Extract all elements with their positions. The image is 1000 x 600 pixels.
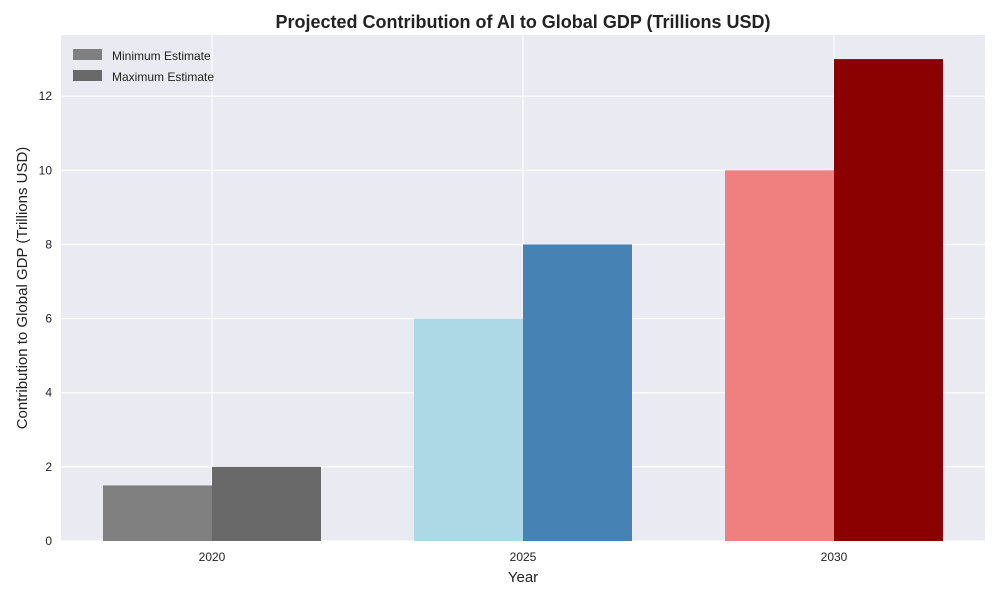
legend-label-minimum-estimate: Minimum Estimate <box>112 49 211 63</box>
bar-maximum-estimate-2020 <box>212 466 321 541</box>
y-tick-label: 12 <box>39 89 53 103</box>
x-tick-label: 2030 <box>821 550 848 564</box>
y-tick-label: 8 <box>45 237 52 251</box>
y-tick-label: 4 <box>45 386 52 400</box>
legend-swatch-maximum-estimate <box>73 70 102 81</box>
bar-maximum-estimate-2030 <box>834 59 943 541</box>
y-tick-label: 0 <box>45 534 52 548</box>
y-tick-label: 2 <box>45 460 52 474</box>
bars <box>103 59 943 542</box>
legend-swatch-minimum-estimate <box>73 49 102 60</box>
legend: Minimum Estimate Maximum Estimate <box>73 49 214 84</box>
y-tick-label: 10 <box>39 163 53 177</box>
bar-minimum-estimate-2025 <box>414 318 523 541</box>
tick-labels: 0 2 4 6 8 10 12 2020 2025 2030 <box>39 89 848 564</box>
bar-maximum-estimate-2025 <box>523 244 632 541</box>
y-axis-label: Contribution to Global GDP (Trillions US… <box>14 147 31 430</box>
y-tick-label: 6 <box>45 312 52 326</box>
legend-label-maximum-estimate: Maximum Estimate <box>112 70 214 84</box>
bar-minimum-estimate-2020 <box>103 485 212 541</box>
x-axis-label: Year <box>508 569 538 586</box>
bar-minimum-estimate-2030 <box>725 170 834 542</box>
chart-title: Projected Contribution of AI to Global G… <box>276 12 771 32</box>
x-tick-label: 2025 <box>510 550 537 564</box>
x-tick-label: 2020 <box>199 550 226 564</box>
